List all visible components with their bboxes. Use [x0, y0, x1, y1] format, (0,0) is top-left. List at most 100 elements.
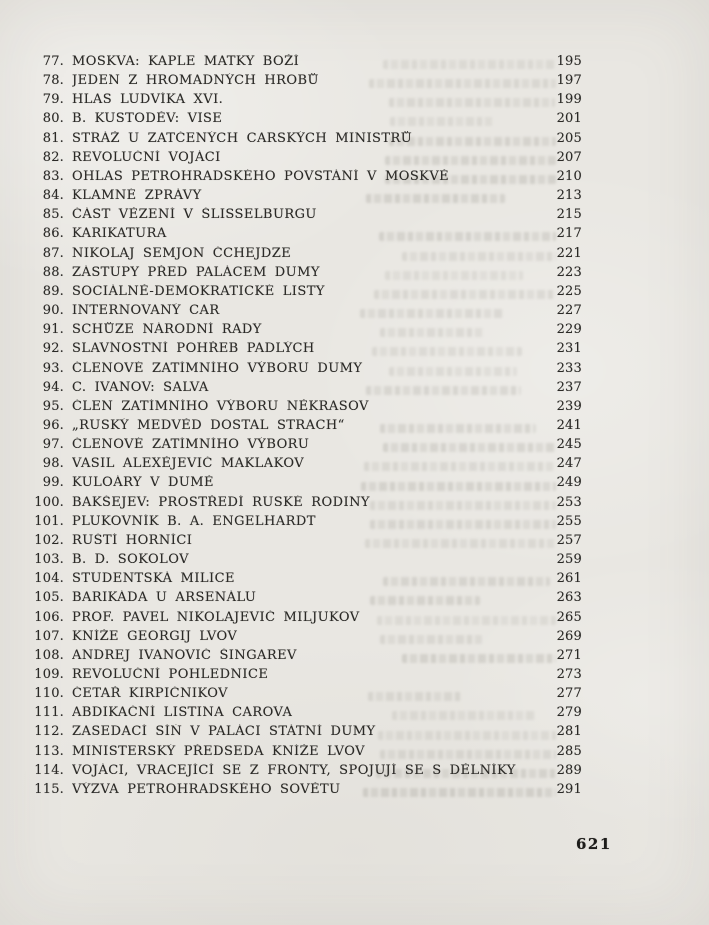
- entry-page: 205: [556, 130, 582, 146]
- entry-page: 223: [556, 264, 582, 280]
- list-item: 80. B. KUSTODĚV: VISE 201: [30, 111, 582, 130]
- list-item: 106. PROF. PAVEL NIKOLAJEVIČ MILJUKOV 265: [30, 610, 582, 629]
- list-item: 78. JEDEN Z HROMADNÝCH HROBŮ 197: [30, 73, 582, 92]
- list-item: 85. ČÁST VĚZENÍ V ŠLISSELBURGU 215: [30, 207, 582, 226]
- entry-title: JEDEN Z HROMADNÝCH HROBŮ: [72, 73, 319, 89]
- entry-number: 83.: [42, 168, 64, 184]
- entry-number: 85.: [42, 207, 64, 223]
- entry-page: 227: [556, 303, 582, 319]
- entry-page: 197: [556, 73, 582, 89]
- entry-page: 233: [556, 360, 582, 376]
- entry-title: MOSKVA: KAPLE MATKY BOŽÍ: [72, 54, 300, 69]
- list-item: 112. ZASEDACÍ SÍŇ V PALÁCI STÁTNÍ DUMY 281: [30, 724, 582, 743]
- entry-page: 249: [556, 475, 582, 491]
- entry-title: KLAMNÉ ZPRÁVY: [72, 188, 202, 204]
- entry-number: 103.: [34, 552, 64, 568]
- list-item: 111. ABDIKAČNÍ LISTINA CAROVA 279: [30, 705, 582, 724]
- list-item: 98. VASIL ALEXĚJEVIČ MAKLAKOV 247: [30, 456, 582, 475]
- entry-number: 100.: [34, 494, 64, 510]
- list-item: 105. BARIKÁDA U ARSENÁLU 263: [30, 590, 582, 609]
- entry-title: ČETAŘ KIRPIČNIKOV: [72, 686, 229, 702]
- entry-page: 281: [556, 724, 582, 740]
- entry-page: 247: [556, 456, 582, 472]
- entry-title: ANDREJ IVANOVIČ ŠINGAREV: [72, 647, 297, 663]
- entry-number: 108.: [34, 647, 64, 663]
- entry-title: HLAS LUDVÍKA XVI.: [72, 92, 224, 108]
- list-item: 95. ČLEN ZATÍMNÍHO VÝBORU NĚKRASOV 239: [30, 399, 582, 418]
- entry-title: MINISTERSKÝ PŘEDSEDA KNÍŽE LVOV: [72, 743, 365, 759]
- entry-title: STUDENTSKÁ MILICE: [72, 571, 235, 587]
- entry-page: 265: [556, 609, 582, 625]
- entry-title: SCHŮZE NÁRODNÍ RADY: [72, 322, 262, 338]
- entry-number: 109.: [34, 667, 64, 682]
- list-item: 107. KNÍŽE GEORGIJ LVOV 269: [30, 629, 582, 648]
- entry-title: VASIL ALEXĚJEVIČ MAKLAKOV: [72, 456, 305, 472]
- entry-page: 273: [556, 667, 582, 682]
- entry-page: 285: [556, 743, 582, 759]
- entry-number: 112.: [34, 724, 64, 740]
- entry-number: 87.: [42, 245, 64, 261]
- list-item: 89. SOCIÁLNĚ-DEMOKRATICKÉ LISTY 225: [30, 284, 582, 303]
- entry-number: 80.: [42, 111, 64, 127]
- list-item: 88. ZÁSTUPY PŘED PALÁCEM DUMY 223: [30, 265, 582, 284]
- entry-page: 195: [556, 54, 582, 69]
- list-item: 82. REVOLUČNÍ VOJÁCI 207: [30, 150, 582, 169]
- list-item: 100. BAKŠEJEV: PROSTŘEDÍ RUSKÉ RODINY 253: [30, 495, 582, 514]
- entry-title: ČLENOVÉ ZATÍMNÍHO VÝBORU DUMY: [72, 360, 363, 376]
- list-item: 113. MINISTERSKÝ PŘEDSEDA KNÍŽE LVOV 285: [30, 744, 582, 763]
- entry-title: ČÁST VĚZENÍ V ŠLISSELBURGU: [72, 207, 317, 223]
- list-item: 86. KARIKATURA 217: [30, 226, 582, 245]
- entry-title: STRÁŽ U ZATČENÝCH CARSKÝCH MINISTRŮ: [72, 130, 413, 146]
- entry-number: 81.: [42, 130, 64, 146]
- entry-title: OHLAS PETROHRADSKÉHO POVSTÁNÍ V MOSKVĚ: [72, 168, 450, 184]
- entry-page: 277: [556, 686, 582, 702]
- list-item: 104. STUDENTSKÁ MILICE 261: [30, 571, 582, 590]
- entry-page: 271: [556, 647, 582, 663]
- entry-number: 88.: [42, 264, 64, 280]
- list-item: 91. SCHŮZE NÁRODNÍ RADY 229: [30, 322, 582, 341]
- entry-number: 113.: [34, 743, 64, 759]
- entry-page: 231: [556, 341, 582, 357]
- entry-title: ČLEN ZATÍMNÍHO VÝBORU NĚKRASOV: [72, 398, 369, 414]
- entry-number: 101.: [34, 513, 64, 529]
- entry-page: 253: [556, 494, 582, 510]
- entry-page: 259: [556, 552, 582, 568]
- list-item: 84. KLAMNÉ ZPRÁVY 213: [30, 188, 582, 207]
- illustrations-list: 77. MOSKVA: KAPLE MATKY BOŽÍ 195 78. JEDEN Z…: [30, 54, 582, 801]
- entry-page: 269: [556, 628, 582, 644]
- entry-number: 93.: [42, 360, 64, 376]
- entry-title: ABDIKAČNÍ LISTINA CAROVA: [72, 705, 293, 721]
- list-item: 103. B. D. SOKOLOV 259: [30, 552, 582, 571]
- list-item: 87. NIKOLAJ SEMJON ČCHEJDZE 221: [30, 246, 582, 265]
- entry-page: 215: [556, 207, 582, 223]
- entry-number: 95.: [42, 398, 64, 414]
- list-item: 110. ČETAŘ KIRPIČNIKOV 277: [30, 686, 582, 705]
- entry-title: KARIKATURA: [72, 226, 167, 242]
- list-item: 115. VÝZVA PETROHRADSKÉHO SOVĚTU 291: [30, 782, 582, 801]
- list-item: 96. „RUSKÝ MEDVĚD DOSTAL STRACH“ 241: [30, 418, 582, 437]
- entry-page: 237: [556, 379, 582, 395]
- list-item: 101. PLUKOVNÍK B. A. ENGELHARDT 255: [30, 514, 582, 533]
- entry-number: 114.: [34, 762, 64, 778]
- entry-number: 107.: [34, 628, 64, 644]
- entry-page: 217: [556, 226, 582, 242]
- entry-number: 84.: [42, 188, 64, 204]
- entry-title: PLUKOVNÍK B. A. ENGELHARDT: [72, 513, 316, 529]
- entry-number: 79.: [42, 92, 64, 108]
- entry-number: 110.: [34, 686, 64, 702]
- entry-page: 199: [556, 92, 582, 108]
- entry-title: SLAVNOSTNÍ POHŘEB PADLÝCH: [72, 341, 315, 357]
- entry-number: 90.: [42, 303, 64, 319]
- entry-number: 77.: [42, 54, 64, 69]
- entry-page: 245: [556, 437, 582, 453]
- entry-title: ZASEDACÍ SÍŇ V PALÁCI STÁTNÍ DUMY: [72, 724, 376, 740]
- list-item: 108. ANDREJ IVANOVIČ ŠINGAREV 271: [30, 648, 582, 667]
- entry-title: KNÍŽE GEORGIJ LVOV: [72, 628, 238, 644]
- entry-page: 279: [556, 705, 582, 721]
- entry-title: VÝZVA PETROHRADSKÉHO SOVĚTU: [72, 781, 341, 797]
- entry-title: SOCIÁLNĚ-DEMOKRATICKÉ LISTY: [72, 283, 325, 299]
- list-item: 81. STRÁŽ U ZATČENÝCH CARSKÝCH MINISTRŮ 20…: [30, 131, 582, 150]
- entry-title: INTERNOVANÝ CAR: [72, 303, 220, 319]
- entry-title: BAKŠEJEV: PROSTŘEDÍ RUSKÉ RODINY: [72, 494, 370, 510]
